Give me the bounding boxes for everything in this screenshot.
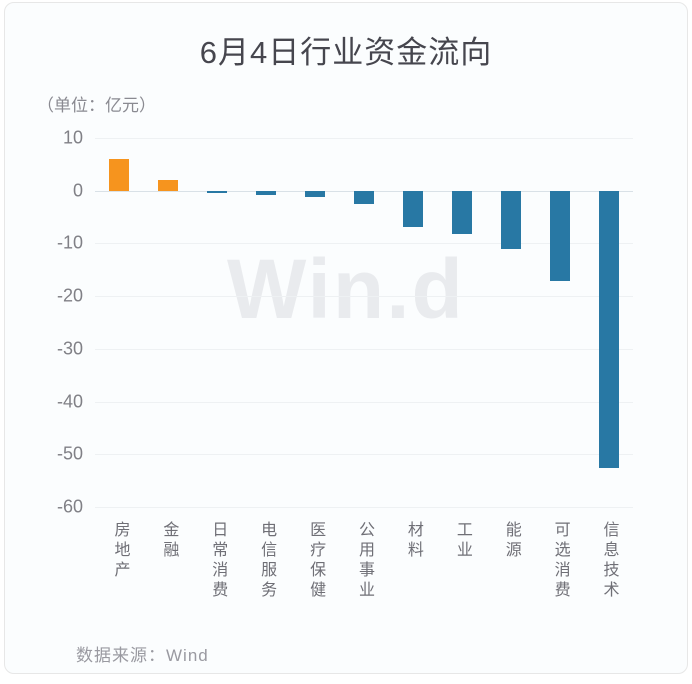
x-axis-label-band: 工业 (437, 521, 486, 643)
x-axis-label: 金融 (160, 521, 178, 561)
x-axis-label-band: 公用事业 (340, 521, 389, 643)
x-axis-labels: 房地产 金融 日常消费 电信服务 医疗保健 公用事业 材料 工业 能源 可选消费 信息技术 (95, 521, 633, 643)
bar-band (291, 138, 340, 507)
bar-医疗保健 (305, 190, 326, 198)
x-axis-label: 电信服务 (258, 521, 276, 601)
x-axis-label: 能源 (502, 521, 520, 561)
y-axis-tick-label: -60 (56, 496, 83, 517)
bar-房地产 (109, 158, 130, 191)
x-axis-label-band: 材料 (388, 521, 437, 643)
bar-信息技术 (598, 190, 619, 468)
x-axis-label-band: 信息技术 (584, 521, 633, 643)
wind-watermark: Win.d (227, 242, 465, 336)
x-axis-label: 信息技术 (600, 521, 618, 601)
y-axis-tick-label: 10 (62, 127, 83, 148)
x-axis-label-band: 电信服务 (242, 521, 291, 643)
gridline (95, 243, 633, 245)
x-axis-label: 工业 (453, 521, 471, 561)
bar-band (340, 138, 389, 507)
data-source: 数据来源：Wind (76, 646, 209, 665)
bar-能源 (500, 190, 521, 249)
x-axis-label-band: 能源 (486, 521, 535, 643)
x-axis-label-band: 可选消费 (535, 521, 584, 643)
gridline (95, 138, 633, 139)
gridline (95, 296, 633, 298)
bar-band (486, 138, 535, 507)
bar-band (535, 138, 584, 507)
bar-公用事业 (353, 190, 374, 204)
x-axis-label: 日常消费 (209, 521, 227, 601)
y-axis-tick-label: -10 (56, 232, 83, 253)
bar-工业 (451, 190, 472, 235)
x-axis-label: 房地产 (111, 521, 129, 581)
bar-日常消费 (207, 190, 228, 194)
bar-可选消费 (549, 190, 570, 282)
bar-band (242, 138, 291, 507)
gridline (95, 348, 633, 350)
y-axis-tick-label: -40 (56, 391, 83, 412)
x-axis-label: 医疗保健 (307, 521, 325, 601)
x-axis-label-band: 医疗保健 (291, 521, 340, 643)
y-axis-tick-label: -30 (56, 338, 83, 359)
x-axis-label-band: 金融 (144, 521, 193, 643)
chart-title: 6月4日行业资金流向 (199, 35, 493, 70)
bar-band (95, 138, 144, 507)
x-axis-label-band: 日常消费 (193, 521, 242, 643)
x-axis-label: 公用事业 (355, 521, 373, 601)
gridline (95, 401, 633, 403)
y-axis-tick-label: 0 (72, 180, 83, 201)
bar-材料 (402, 190, 423, 228)
y-axis-tick-label: -50 (56, 443, 83, 464)
x-axis-label: 可选消费 (551, 521, 569, 601)
x-axis-label: 材料 (404, 521, 422, 561)
bar-band (437, 138, 486, 507)
chart-card: 6月4日行业资金流向 （单位：亿元） Win.d 10 0 -10 -20 -30 -40… (4, 2, 688, 674)
unit-label: （单位：亿元） (37, 96, 156, 115)
bar-band (584, 138, 633, 507)
bar-band (193, 138, 242, 507)
bar-band (388, 138, 437, 507)
y-axis-tick-label: -20 (56, 285, 83, 306)
bar-电信服务 (256, 190, 277, 195)
bar-band (144, 138, 193, 507)
plot-area (95, 138, 633, 508)
bar-金融 (158, 179, 179, 191)
gridline (95, 507, 633, 508)
x-axis-label-band: 房地产 (95, 521, 144, 643)
gridline (95, 454, 633, 456)
